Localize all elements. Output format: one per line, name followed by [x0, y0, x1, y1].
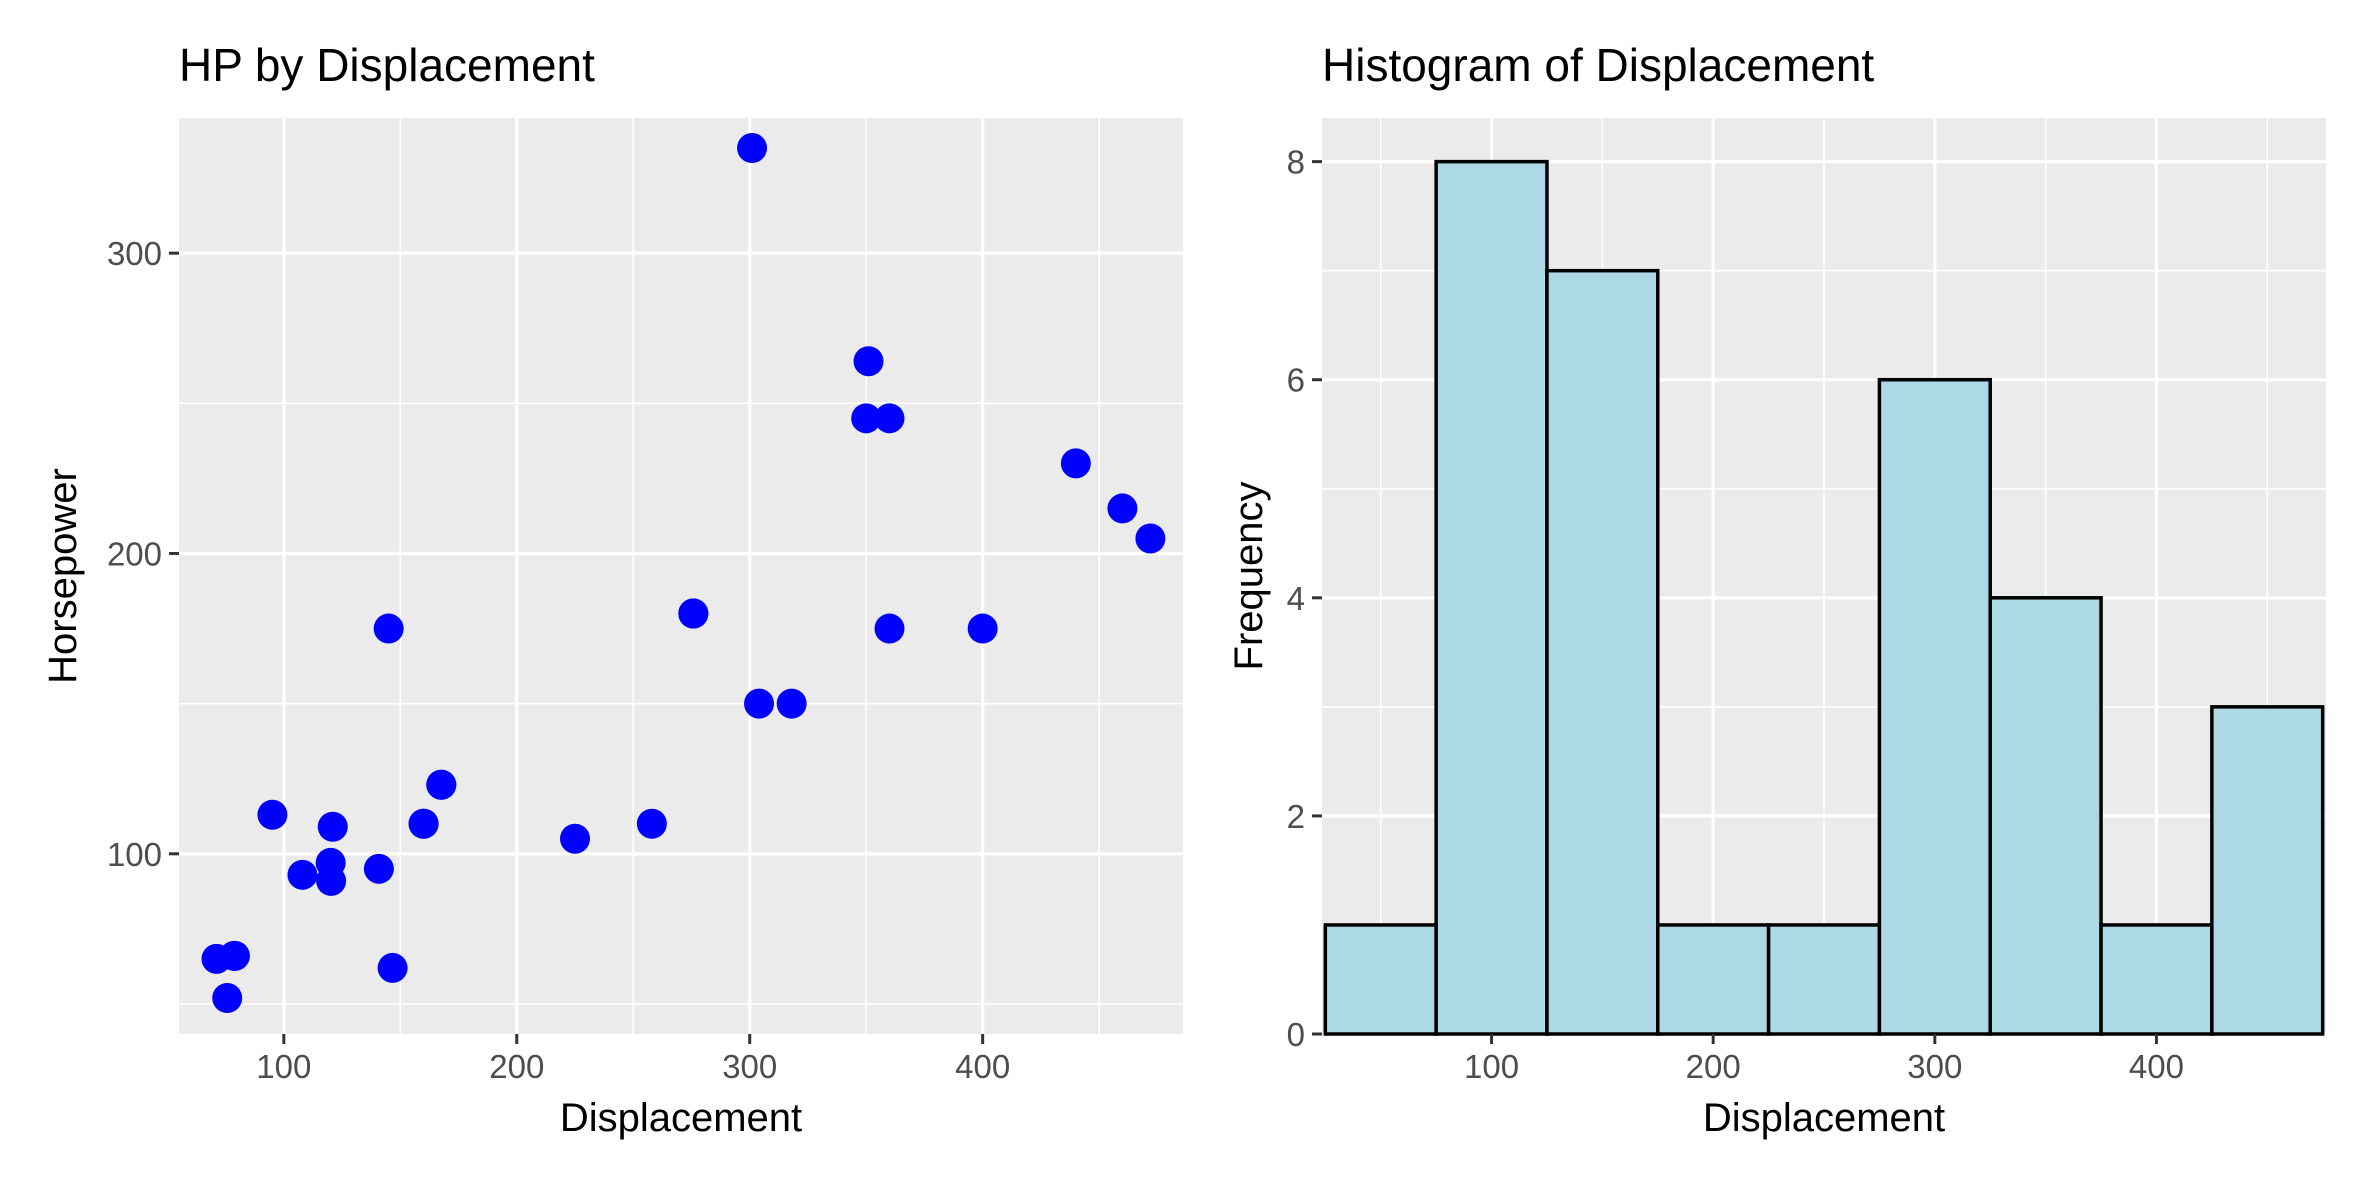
scatter-x-axis: 100 200 300 400 — [256, 1034, 1010, 1085]
histogram-y-axis-title: Frequency — [1227, 482, 1271, 671]
histogram-bar — [1877, 377, 1992, 1036]
scatter-point — [219, 940, 250, 971]
scatter-point — [377, 952, 408, 983]
scatter-y-axis-title: Horsepower — [41, 468, 85, 684]
histogram-x-axis: 100 200 300 400 — [1464, 1034, 2184, 1085]
scatter-grid — [179, 118, 1183, 1034]
x-tick-label: 400 — [955, 1048, 1010, 1085]
scatter-y-axis: 100 200 300 — [107, 235, 179, 873]
histogram-bar — [1323, 923, 1438, 1036]
scatter-point — [678, 598, 709, 629]
y-tick-label: 200 — [107, 535, 162, 572]
scatter-point — [636, 808, 667, 839]
scatter-point — [316, 865, 347, 896]
scatter-point — [212, 982, 243, 1013]
histogram-title: Histogram of Displacement — [1322, 39, 1874, 91]
scatter-point — [317, 811, 348, 842]
y-tick-label: 0 — [1287, 1016, 1305, 1053]
scatter-point — [744, 688, 775, 719]
histogram-bar — [1434, 159, 1549, 1036]
scatter-point — [776, 688, 807, 719]
x-tick-label: 100 — [256, 1048, 311, 1085]
histogram-y-axis: 0 2 4 6 8 — [1287, 144, 1322, 1053]
x-tick-label: 400 — [2129, 1048, 2184, 1085]
scatter-point — [1060, 448, 1091, 479]
histogram-bar — [1766, 923, 1882, 1036]
scatter-point — [874, 613, 905, 644]
x-tick-label: 100 — [1464, 1048, 1519, 1085]
y-tick-label: 4 — [1287, 580, 1305, 617]
x-tick-label: 300 — [722, 1048, 777, 1085]
scatter-point — [363, 853, 394, 884]
scatter-point — [851, 403, 882, 434]
scatter-point — [373, 613, 404, 644]
histogram-bar — [1545, 268, 1660, 1036]
scatter-point — [560, 823, 591, 854]
scatter-point — [287, 859, 318, 890]
scatter-point — [853, 346, 884, 377]
scatter-points — [201, 133, 1166, 1013]
scatter-point — [426, 769, 457, 800]
scatter-x-axis-title: Displacement — [560, 1096, 802, 1140]
scatter-point — [967, 613, 998, 644]
x-tick-label: 200 — [1686, 1048, 1741, 1085]
histogram-bar — [1988, 596, 2103, 1036]
histogram-bar — [2099, 923, 2214, 1036]
y-tick-label: 6 — [1287, 362, 1305, 399]
x-tick-label: 300 — [1907, 1048, 1962, 1085]
histogram-x-axis-title: Displacement — [1703, 1096, 1945, 1140]
scatter-point — [257, 799, 288, 830]
scatter-point — [737, 133, 768, 164]
y-tick-label: 300 — [107, 235, 162, 272]
scatter-point — [408, 808, 439, 839]
scatter-point — [874, 403, 905, 434]
y-tick-label: 8 — [1287, 144, 1305, 181]
histogram-panel: Histogram of Displacement 100 200 300 400 0… — [1227, 39, 2326, 1140]
histogram-bar — [1656, 923, 1771, 1036]
scatter-point — [1107, 493, 1138, 524]
histogram-bars — [1323, 159, 2325, 1036]
scatter-plot-area — [179, 118, 1183, 1034]
scatter-point — [1135, 523, 1166, 554]
y-tick-label: 2 — [1287, 798, 1305, 835]
scatter-panel: HP by Displacement 100 200 300 400 100 200 30… — [41, 39, 1183, 1140]
y-tick-label: 100 — [107, 836, 162, 873]
x-tick-label: 200 — [489, 1048, 544, 1085]
histogram-bar — [2210, 705, 2325, 1036]
scatter-title: HP by Displacement — [179, 39, 595, 91]
